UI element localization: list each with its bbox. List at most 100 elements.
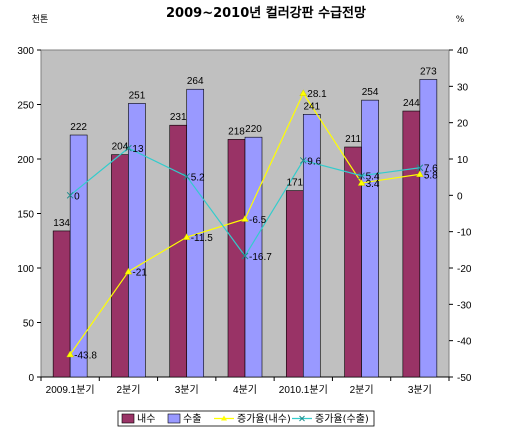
line-point <box>182 233 191 240</box>
line-value-label: 5.4 <box>366 172 380 183</box>
bar-value-label: 254 <box>362 87 379 98</box>
legend-box <box>117 410 375 427</box>
chart-title: 2009~2010년 컬러강판 수급전망 <box>166 5 366 21</box>
bar <box>69 134 88 378</box>
bar-value-label: 241 <box>303 101 320 112</box>
legend-label: 내수 <box>137 413 155 425</box>
right-axis-unit: % <box>456 15 465 25</box>
bar-value-label: 171 <box>286 178 303 189</box>
x-axis-tick-label: 3분기 <box>175 384 199 396</box>
x-axis-tick-label: 2분기 <box>116 384 140 396</box>
bar-value-label: 222 <box>70 122 87 133</box>
line-value-label: -16.7 <box>249 252 272 263</box>
left-axis-tick-label: 50 <box>23 319 35 330</box>
x-axis-tick-label: 2분기 <box>350 384 374 396</box>
bar <box>302 114 321 378</box>
right-axis-tick-label: -10 <box>457 228 472 239</box>
line-point <box>241 252 249 260</box>
left-axis-tick-label: 0 <box>28 373 34 384</box>
left-axis-tick-label: 200 <box>17 155 34 166</box>
right-axis-tick-label: -40 <box>457 337 472 348</box>
left-axis-tick-label: 150 <box>17 210 34 221</box>
bar <box>111 154 129 378</box>
line-point <box>358 172 365 180</box>
line-value-label: -21 <box>132 268 147 279</box>
legend-item: 증가율(수출) <box>292 413 369 425</box>
x-axis-tick-label: 2010.1분기 <box>279 384 328 396</box>
bar <box>169 124 188 378</box>
line-value-label: 28.1 <box>307 89 327 100</box>
line-value-label: 13 <box>132 144 144 155</box>
left-axis-unit: 천톤 <box>32 14 49 25</box>
bar-value-label: 134 <box>53 218 70 229</box>
bar-value-label: 218 <box>228 126 245 137</box>
data-labels: 134 204 231 218 171 211 244 222 251 264 220 241 254 2… <box>53 66 438 361</box>
bar <box>402 110 421 378</box>
legend-item: 수출 <box>167 413 201 425</box>
bar-value-label: 273 <box>420 66 437 77</box>
lines <box>66 89 424 358</box>
bar <box>285 190 304 378</box>
legend-swatch <box>121 413 135 424</box>
line-point <box>124 267 133 275</box>
x-axis-tick-label: 2009.1분기 <box>46 384 95 396</box>
legend-label: 수출 <box>183 413 201 425</box>
line-value-label: 7.6 <box>424 164 438 175</box>
legend: 내수 수출 증가율(내수) 증가율(수출) <box>117 410 375 427</box>
line-point <box>241 215 249 222</box>
line-point <box>299 157 307 164</box>
line-point <box>416 164 424 172</box>
right-axis-tick-label: -20 <box>457 264 472 275</box>
line-point <box>416 170 424 177</box>
legend-item: 내수 <box>121 413 155 425</box>
bar-value-label: 204 <box>112 142 129 153</box>
bar <box>419 79 438 378</box>
line-value-label: 0 <box>74 191 80 202</box>
right-axis-tick-label: -30 <box>457 300 472 311</box>
bar-value-label: 220 <box>245 124 262 135</box>
bars <box>52 79 438 378</box>
legend-swatch <box>167 413 181 424</box>
line-point <box>66 350 74 358</box>
x-axis-tick-label: 4분기 <box>233 384 257 396</box>
bar <box>186 88 205 378</box>
line-value-label: 5.8 <box>424 170 438 181</box>
legend-marker <box>221 415 227 421</box>
bar <box>128 103 146 378</box>
legend-label: 증가율(내수) <box>237 413 291 425</box>
right-axis-tick-label: 30 <box>457 82 469 93</box>
right-axis-tick-label: 0 <box>457 191 463 202</box>
axes: 050100150200250300-50-40-30-20-100102030… <box>17 46 472 396</box>
legend-label: 증가율(수출) <box>315 413 369 425</box>
line-value-label: -11.5 <box>191 233 213 244</box>
line-point <box>299 89 308 96</box>
line-value-label: -6.5 <box>249 215 267 226</box>
bar-value-label: 251 <box>129 90 146 101</box>
line-point <box>183 173 191 180</box>
bar-value-label: 244 <box>403 98 420 109</box>
line-point <box>357 179 366 186</box>
line-value-label: 5.2 <box>191 172 205 183</box>
line-value-label: -43.8 <box>74 350 97 361</box>
bar-value-label: 231 <box>170 112 187 123</box>
legend-marker <box>299 415 305 422</box>
line-point <box>66 191 74 199</box>
bar <box>244 136 263 378</box>
right-axis-tick-label: 20 <box>457 119 469 130</box>
bar-value-label: 211 <box>345 134 361 145</box>
left-axis-tick-label: 100 <box>17 264 34 275</box>
bar-value-label: 264 <box>187 76 204 87</box>
right-axis-tick-label: -50 <box>457 373 472 384</box>
line-value-label: 3.4 <box>366 179 380 190</box>
left-axis-tick-label: 300 <box>17 46 34 57</box>
right-axis-tick-label: 10 <box>457 155 469 166</box>
bar <box>344 146 362 378</box>
right-axis-tick-label: 40 <box>457 46 469 57</box>
line-point <box>125 144 132 152</box>
bar <box>361 99 379 378</box>
left-axis-tick-label: 250 <box>17 101 34 112</box>
legend-item: 증가율(내수) <box>214 413 291 425</box>
x-axis-tick-label: 3분기 <box>408 384 432 396</box>
line-value-label: 9.6 <box>307 156 321 167</box>
